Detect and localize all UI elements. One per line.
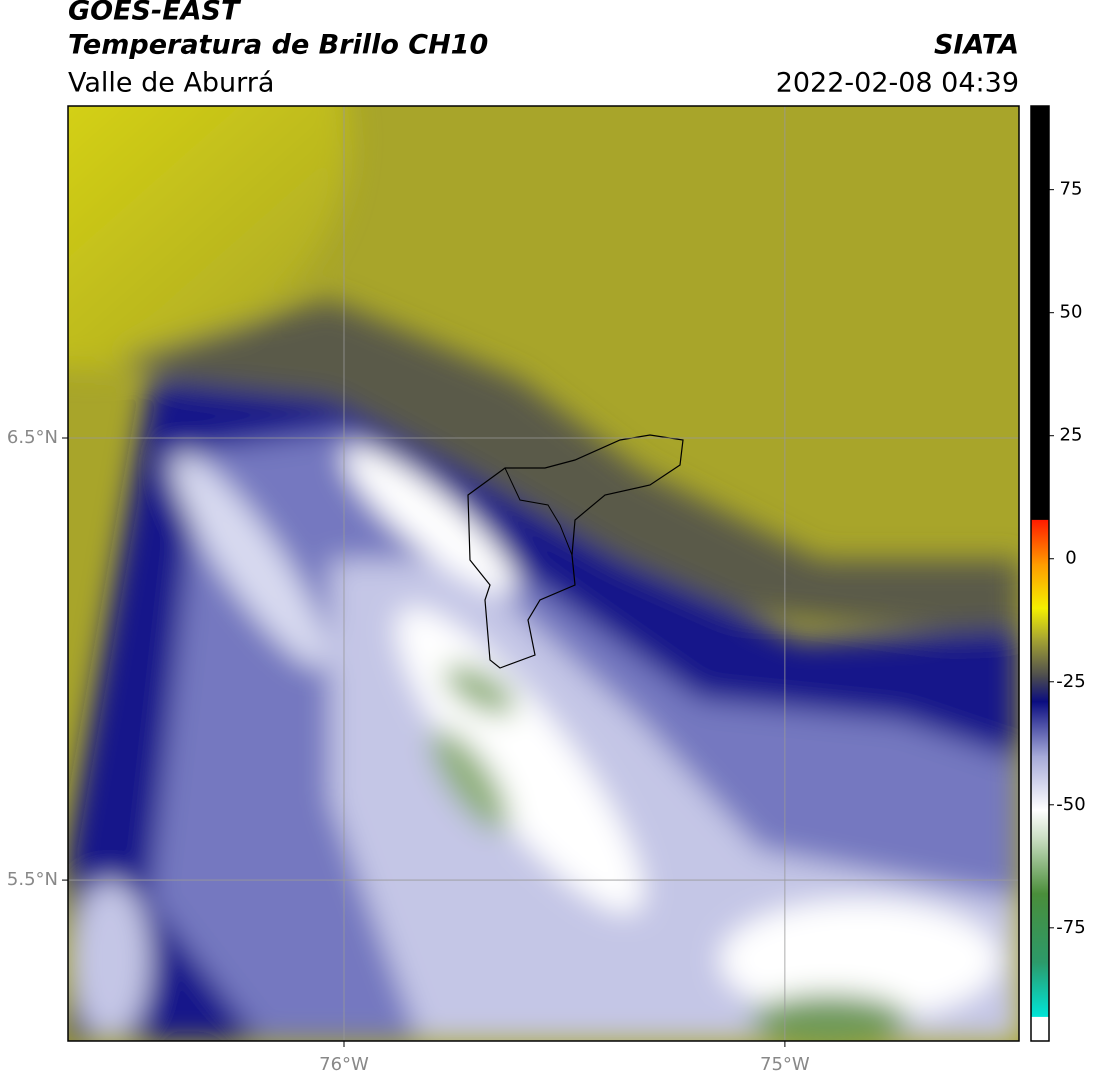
colorbar-segment bbox=[1031, 607, 1049, 638]
colorbar-frame bbox=[1030, 105, 1050, 1042]
region: Valle de Aburrá bbox=[68, 68, 274, 99]
datetime: 2022-02-08 04:39 bbox=[776, 68, 1019, 99]
product: Temperatura de Brillo CH10 bbox=[68, 30, 488, 61]
source: SIATA bbox=[934, 30, 1019, 61]
colorbar-segment bbox=[1031, 106, 1049, 520]
colorbar-segment bbox=[1031, 563, 1049, 609]
colorbar-tick-label: -50 bbox=[1056, 794, 1085, 815]
colorbar-segment bbox=[1031, 701, 1049, 757]
colorbar-tick-label: 75 bbox=[1060, 179, 1083, 200]
imagery bbox=[68, 106, 1019, 1041]
map-frame bbox=[67, 105, 1020, 1042]
y-tick-label: 6.5°N bbox=[7, 427, 58, 448]
colorbar-segment bbox=[1031, 839, 1049, 894]
colorbar-segment bbox=[1031, 962, 1049, 1017]
colorbar-segment bbox=[1031, 809, 1049, 840]
x-tick-label: 75°W bbox=[760, 1054, 810, 1075]
x-tick-label: 76°W bbox=[319, 1054, 369, 1075]
satellite: GOES-EAST bbox=[68, 0, 242, 27]
colorbar-segment bbox=[1031, 676, 1049, 702]
colorbar-tick-label: 50 bbox=[1060, 302, 1083, 323]
colorbar-tick-label: -25 bbox=[1056, 671, 1085, 692]
y-tick-label: 5.5°N bbox=[7, 869, 58, 890]
colorbar-segment bbox=[1031, 637, 1049, 678]
colorbar-segment bbox=[1031, 519, 1049, 565]
colorbar-segment bbox=[1031, 755, 1049, 811]
colorbar-segment bbox=[1031, 893, 1049, 963]
colorbar-tick-label: 25 bbox=[1060, 425, 1083, 446]
colorbar-segment bbox=[1031, 1016, 1049, 1042]
colorbar-tick-label: 0 bbox=[1065, 548, 1076, 569]
colorbar-tick-label: -75 bbox=[1056, 917, 1085, 938]
